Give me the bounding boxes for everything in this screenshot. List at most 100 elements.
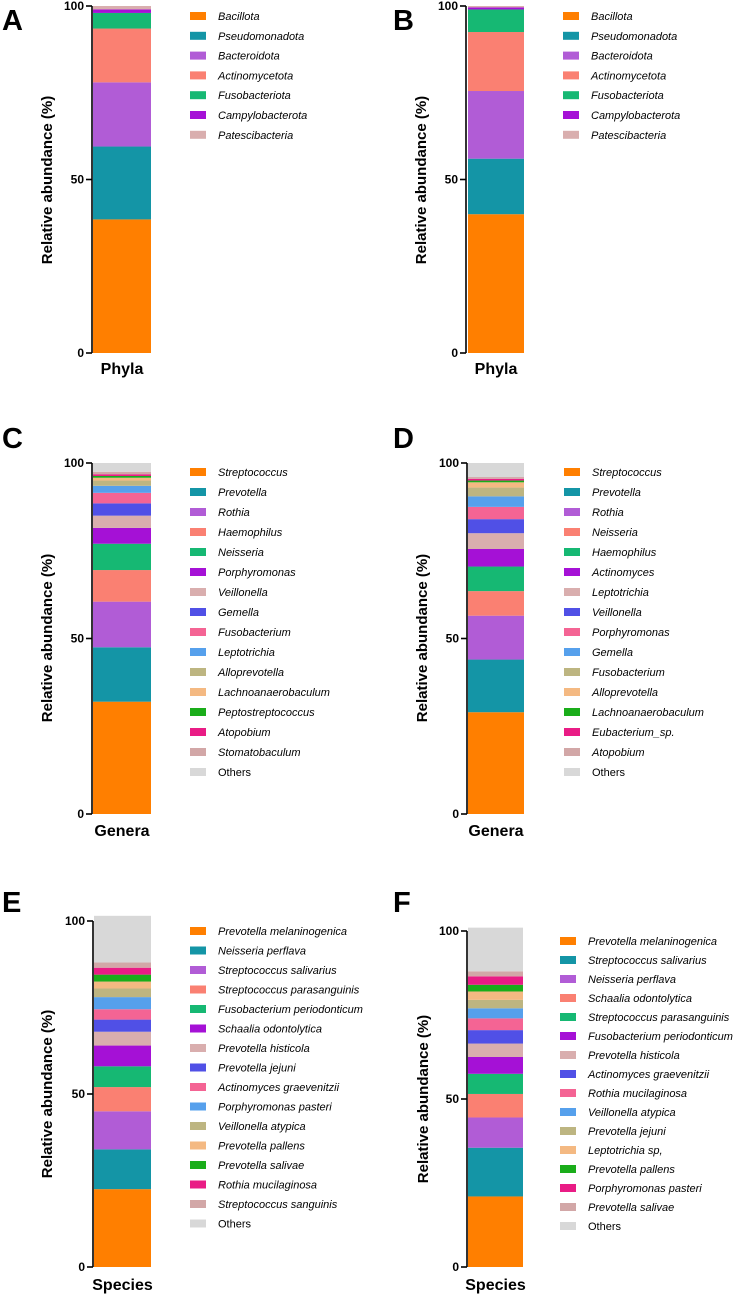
legend-label-streptococcus-salivarius: Streptococcus salivarius (218, 965, 337, 977)
panel-f: F 0 50 100 Relative abundance (%) Species Prev… (393, 887, 733, 1294)
legend-label-haemophilus: Haemophilus (218, 527, 283, 539)
legend-label-actinomyces-graevenitzii: Actinomyces graevenitzii (217, 1082, 340, 1094)
legend-label-prevotella-melaninogenica: Prevotella melaninogenica (588, 936, 717, 948)
bar-segment-alloprevotella (93, 480, 151, 486)
y-tick-label: 50 (446, 632, 460, 646)
bar-segment-lachnoanaerobaculum (468, 480, 524, 483)
legend-label-streptococcus-salivarius: Streptococcus salivarius (588, 955, 707, 967)
bar-segment-veillonella-atypica (94, 988, 151, 998)
legend-swatch-streptococcus-parasanguinis (560, 1013, 576, 1021)
bar-segment-fusobacteriota (468, 9, 524, 33)
y-tick-label: 50 (71, 632, 85, 646)
bar-segment-fusobacterium (468, 487, 524, 497)
legend-swatch-porphyromonas (564, 628, 580, 636)
legend-swatch-streptococcus-salivarius (560, 956, 576, 964)
legend-swatch-porphyromonas-pasteri (190, 1102, 206, 1111)
panel-b: B 0 50 100 Relative abundance (%) Phyla Bacill… (393, 0, 680, 378)
legend-swatch-eubacterium-sp (564, 728, 580, 736)
bar-segment-gemella (468, 496, 524, 507)
legend-swatch-prevotella-melaninogenica (190, 927, 206, 935)
bar-segment-bacillota (93, 219, 151, 353)
legend-label-pseudomonadota: Pseudomonadota (591, 31, 677, 43)
y-tick-label: 0 (452, 807, 459, 821)
y-axis-title: Relative abundance (%) (39, 96, 56, 264)
bar-segment-streptococcus (468, 712, 524, 814)
bar-segment-prevotella-pallens (94, 981, 151, 989)
bar-segment-streptococcus-salivarius (468, 1147, 523, 1197)
bar-segment-prevotella-melaninogenica (468, 1196, 523, 1267)
legend-label-actinomycetota: Actinomycetota (590, 70, 666, 82)
legend-swatch-gemella (564, 648, 580, 656)
legend-label-fusobacterium: Fusobacterium (218, 627, 291, 639)
legend-swatch-atopobium (190, 728, 206, 736)
legend-label-haemophilus: Haemophilus (592, 547, 657, 559)
bar-segment-porphyromonas-pasteri (468, 976, 523, 985)
bar-segment-campylobacterota (468, 7, 524, 10)
bar-segment-veillonella-atypica (468, 1008, 523, 1019)
bar-segment-streptococcus-parasanguinis (468, 1073, 523, 1094)
legend-label-others: Others (588, 1221, 622, 1233)
panel-a: A 0 50 100 Relative abundance (%) Phyla Bacill… (2, 0, 307, 378)
bar-segment-campylobacterota (93, 9, 151, 13)
legend-swatch-fusobacterium-periodonticum (560, 1032, 576, 1040)
legend: Prevotella melaninogenica Neisseria perfl… (190, 926, 363, 1231)
legend-label-prevotella-jejuni: Prevotella jejuni (588, 1126, 666, 1138)
legend-label-fusobacteriota: Fusobacteriota (218, 90, 291, 102)
bar-segment-actinomyces-graevenitzii (468, 1030, 523, 1044)
legend-label-prevotella: Prevotella (218, 487, 267, 499)
legend-swatch-campylobacterota (563, 111, 579, 119)
legend-swatch-prevotella (564, 488, 580, 496)
legend-label-schaalia-odontolytica: Schaalia odontolytica (218, 1024, 322, 1036)
legend-label-lachnoanaerobaculum: Lachnoanaerobaculum (218, 687, 330, 699)
legend-swatch-streptococcus (564, 468, 580, 476)
bar-segment-neisseria-perflava (94, 1149, 151, 1190)
bar-segment-actinomycetota (468, 32, 524, 92)
bar-segment-others (93, 463, 151, 472)
panel-letter: A (2, 5, 23, 37)
legend-swatch-streptococcus-salivarius (190, 966, 206, 974)
legend-swatch-bacteroidota (190, 51, 206, 60)
bar-segment-prevotella-salivae (468, 971, 523, 977)
bar-segment-rothia (93, 601, 151, 648)
legend-label-fusobacterium-periodonticum: Fusobacterium periodonticum (218, 1004, 363, 1016)
y-tick-label: 0 (451, 346, 458, 360)
legend-label-prevotella-melaninogenica: Prevotella melaninogenica (218, 926, 347, 938)
legend-label-leptotrichia-sp: Leptotrichia sp, (588, 1145, 663, 1157)
bar-segment-haemophilus (93, 570, 151, 602)
bar-segment-prevotella (468, 659, 524, 713)
legend-swatch-leptotrichia-sp (560, 1146, 576, 1154)
bar-segment-actinomycetota (93, 28, 151, 83)
legend-label-alloprevotella: Alloprevotella (217, 667, 284, 679)
y-tick-label: 100 (439, 456, 459, 470)
bar-segment-streptococcus (93, 701, 151, 814)
bar-segment-fusobacterium-periodonticum (468, 1057, 523, 1074)
bar-segment-peptostreptococcus (93, 475, 151, 478)
legend-label-rothia: Rothia (592, 507, 624, 519)
legend-label-actinomyces-graevenitzii: Actinomyces graevenitzii (587, 1069, 710, 1081)
legend-swatch-bacillota (190, 12, 206, 20)
x-category-label: Genera (468, 823, 523, 840)
bar-segment-porphyromonas-pasteri (94, 997, 151, 1010)
bar-segment-pseudomonadota (468, 158, 524, 215)
legend-swatch-prevotella-pallens (560, 1165, 576, 1173)
bar-segment-rothia-mucilaginosa (94, 967, 151, 975)
legend-label-neisseria-perflava: Neisseria perflava (218, 946, 306, 958)
legend-label-fusobacterium-periodonticum: Fusobacterium periodonticum (588, 1031, 733, 1043)
legend-label-patescibacteria: Patescibacteria (218, 130, 293, 142)
legend-swatch-rothia (190, 508, 206, 516)
legend-swatch-patescibacteria (563, 130, 579, 139)
bar-segment-stomatobaculum (93, 471, 151, 475)
y-tick-label: 100 (64, 456, 84, 470)
legend: Streptococcus Prevotella Rothia Neisseria Ha… (564, 467, 704, 779)
bar-segment-others (94, 915, 151, 963)
legend-label-atopobium: Atopobium (217, 727, 271, 739)
y-tick-label: 100 (65, 914, 85, 928)
legend-swatch-lachnoanaerobaculum (564, 708, 580, 716)
y-tick-label: 0 (77, 807, 84, 821)
legend-label-gemella: Gemella (218, 607, 259, 619)
legend-label-rothia: Rothia (218, 507, 250, 519)
legend: Bacillota Pseudomonadota Bacteroidota Actin… (563, 11, 680, 142)
legend-swatch-rothia (564, 508, 580, 516)
legend-label-gemella: Gemella (592, 647, 633, 659)
